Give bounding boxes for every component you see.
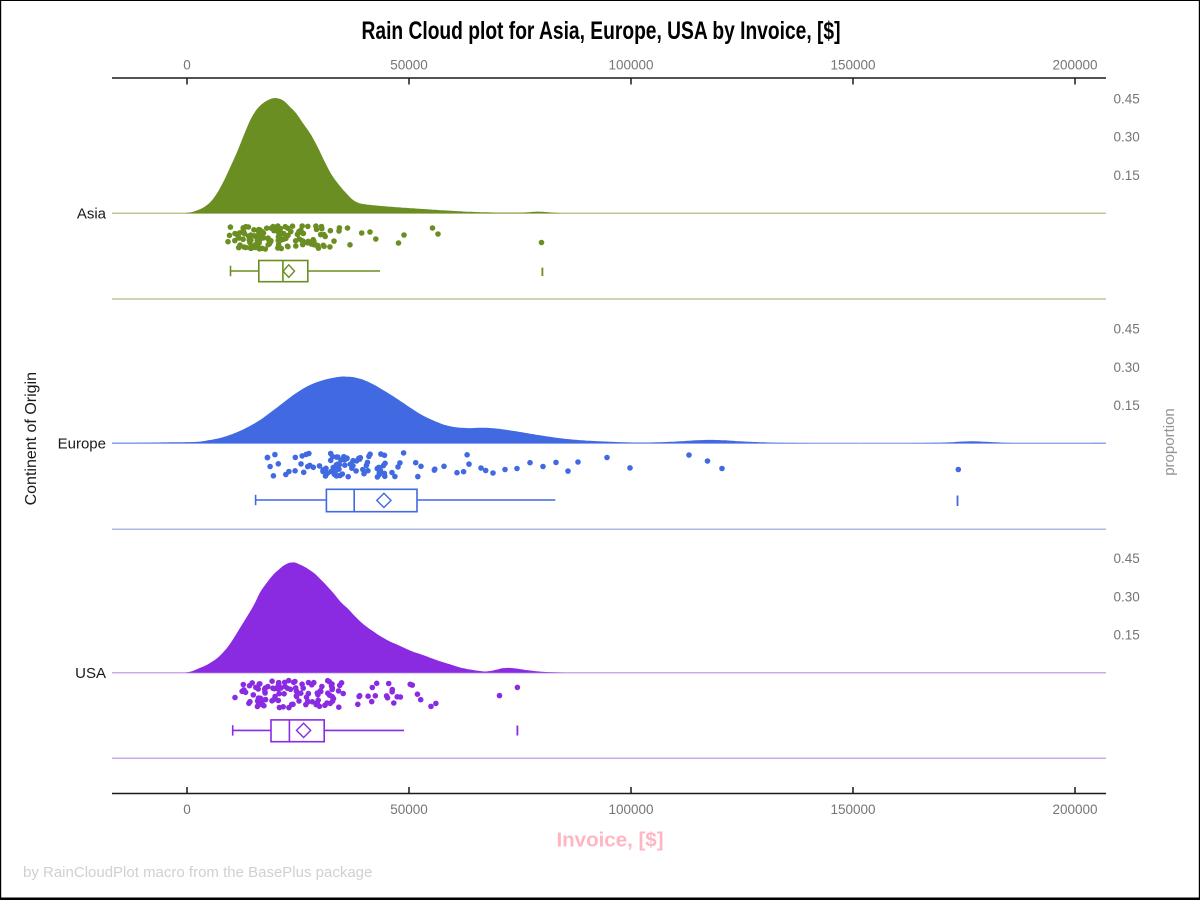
svg-text:Europe: Europe xyxy=(58,436,106,453)
svg-text:0.15: 0.15 xyxy=(1114,168,1140,183)
svg-text:0.45: 0.45 xyxy=(1114,92,1140,107)
svg-text:100000: 100000 xyxy=(608,58,653,73)
svg-text:Invoice, [$]: Invoice, [$] xyxy=(556,829,663,852)
svg-text:0.15: 0.15 xyxy=(1114,398,1140,413)
svg-text:50000: 50000 xyxy=(390,802,428,817)
svg-text:0.45: 0.45 xyxy=(1114,322,1140,337)
svg-text:50000: 50000 xyxy=(390,58,428,73)
svg-text:150000: 150000 xyxy=(830,58,875,73)
svg-text:0: 0 xyxy=(183,802,191,817)
svg-text:0.30: 0.30 xyxy=(1114,589,1140,604)
svg-text:Rain Cloud plot for Asia, Euro: Rain Cloud plot for Asia, Europe, USA by… xyxy=(362,17,841,45)
svg-text:Continent of Origin: Continent of Origin xyxy=(23,372,40,505)
svg-text:200000: 200000 xyxy=(1052,58,1097,73)
svg-text:proportion: proportion xyxy=(1161,408,1178,476)
svg-text:100000: 100000 xyxy=(608,802,653,817)
svg-text:0.45: 0.45 xyxy=(1114,551,1140,566)
svg-text:Asia: Asia xyxy=(77,206,107,223)
svg-text:0.30: 0.30 xyxy=(1114,130,1140,145)
svg-text:0: 0 xyxy=(183,58,191,73)
svg-text:USA: USA xyxy=(75,665,106,682)
svg-text:0.30: 0.30 xyxy=(1114,360,1140,375)
svg-text:by RainCloudPlot macro from th: by RainCloudPlot macro from the BasePlus… xyxy=(23,864,372,881)
svg-text:0.15: 0.15 xyxy=(1114,628,1140,643)
svg-text:150000: 150000 xyxy=(830,802,875,817)
svg-text:200000: 200000 xyxy=(1052,802,1097,817)
